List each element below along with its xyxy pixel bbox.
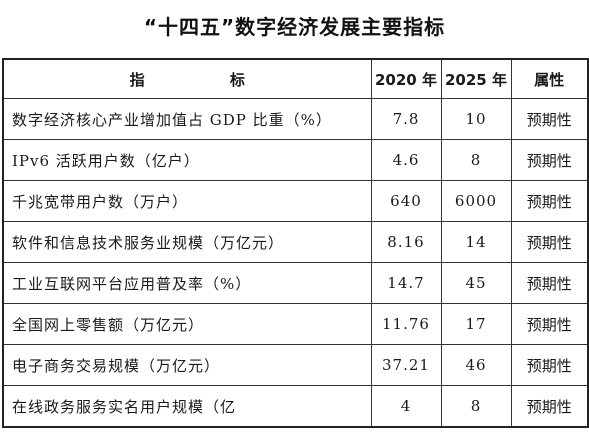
value-2025: 6000 (440, 180, 512, 222)
document-title: “十四五”数字经济发展主要指标 (143, 15, 446, 39)
table-row: IPv6 活跃用户数（亿户） 4.6 8 预期性 (2, 139, 589, 181)
table-header-row: 指 标 2020 年 2025 年 属性 (2, 58, 589, 99)
indicator-name: 数字经济核心产业增加值占 GDP 比重（%） (2, 98, 372, 140)
attribute-cell: 预期性 (510, 344, 589, 386)
header-indicator: 指 标 (2, 58, 372, 99)
indicator-name: 全国网上零售额（万亿元） (2, 303, 372, 345)
table-row: 工业互联网平台应用普及率（%） 14.7 45 预期性 (2, 262, 589, 304)
table-row: 数字经济核心产业增加值占 GDP 比重（%） 7.8 10 预期性 (2, 98, 589, 140)
attribute-cell: 预期性 (510, 221, 589, 263)
table-row: 千兆宽带用户数（万户） 640 6000 预期性 (2, 180, 589, 222)
value-2020: 37.21 (370, 344, 442, 386)
value-2020: 4.6 (370, 139, 442, 181)
indicators-table: 指 标 2020 年 2025 年 属性 数字经济核心产业增加值占 GDP 比重… (2, 58, 589, 428)
indicator-name: 工业互联网平台应用普及率（%） (2, 262, 372, 304)
value-2020: 640 (370, 180, 442, 222)
value-2020: 7.8 (370, 98, 442, 140)
table-row: 全国网上零售额（万亿元） 11.76 17 预期性 (2, 303, 589, 345)
attribute-cell: 预期性 (510, 98, 589, 140)
value-2025: 8 (440, 139, 512, 181)
attribute-cell: 预期性 (510, 180, 589, 222)
attribute-cell: 预期性 (510, 303, 589, 345)
value-2025: 17 (440, 303, 512, 345)
indicator-name: 千兆宽带用户数（万户） (2, 180, 372, 222)
value-2025: 10 (440, 98, 512, 140)
indicator-name: 在线政务服务实名用户规模（亿 (2, 385, 372, 428)
value-2025: 8 (440, 385, 512, 428)
value-2020: 8.16 (370, 221, 442, 263)
header-2020: 2020 年 (370, 58, 442, 99)
attribute-cell: 预期性 (510, 139, 589, 181)
value-2020: 4 (370, 385, 442, 428)
indicator-name: 电子商务交易规模（万亿元） (2, 344, 372, 386)
attribute-cell: 预期性 (510, 385, 589, 428)
indicator-name: 软件和信息技术服务业规模（万亿元） (2, 221, 372, 263)
value-2020: 14.7 (370, 262, 442, 304)
value-2025: 46 (440, 344, 512, 386)
table-row: 软件和信息技术服务业规模（万亿元） 8.16 14 预期性 (2, 221, 589, 263)
table-row: 电子商务交易规模（万亿元） 37.21 46 预期性 (2, 344, 589, 386)
table-row: 在线政务服务实名用户规模（亿 4 8 预期性 (2, 385, 589, 428)
indicator-name: IPv6 活跃用户数（亿户） (2, 139, 372, 181)
attribute-cell: 预期性 (510, 262, 589, 304)
value-2025: 14 (440, 221, 512, 263)
value-2020: 11.76 (370, 303, 442, 345)
header-2025: 2025 年 (440, 58, 512, 99)
value-2025: 45 (440, 262, 512, 304)
header-attribute: 属性 (510, 58, 589, 99)
